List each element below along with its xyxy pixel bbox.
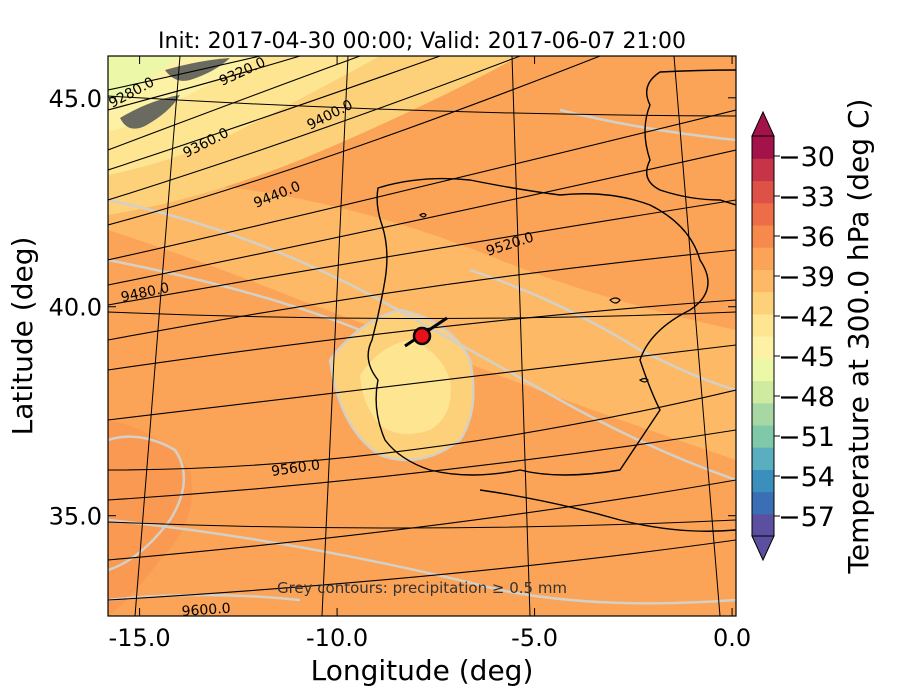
x-tick-label: -10.0 [306, 624, 368, 652]
colorbar-segment [752, 513, 774, 537]
colorbar-segment [752, 336, 774, 359]
contour-label-9600: 9600.0 [181, 601, 231, 620]
chart-title: Init: 2017-04-30 00:00; Valid: 2017-06-0… [158, 29, 686, 54]
colorbar-segment [752, 269, 774, 293]
colorbar-segment [752, 469, 774, 493]
coastline-iberia [367, 177, 709, 476]
colorbar: −30 −33 −36 −39 −42 −45 −48 −51 −54 −57 [751, 110, 835, 562]
colorbar-segment [752, 491, 774, 515]
location-marker [412, 326, 432, 346]
colorbar-segment [752, 247, 774, 270]
colorbar-segment [752, 224, 774, 248]
colorbar-extend-top [751, 110, 775, 137]
colorbar-segment [752, 180, 774, 204]
temperature-patch-cooler [360, 340, 451, 434]
colorbar-segment [752, 136, 774, 159]
x-tick-label: -15.0 [109, 624, 171, 652]
y-tick-label: 45.0 [49, 85, 102, 113]
y-tick-label: 40.0 [49, 294, 102, 322]
y-axis-label: Latitude (deg) [6, 237, 39, 436]
colorbar-tick-label: −42 [778, 302, 835, 333]
colorbar-extend-bottom [751, 535, 775, 562]
colorbar-segment [752, 424, 774, 448]
colorbar-segment [752, 358, 774, 382]
colorbar-segment [752, 202, 774, 226]
contour-label-9560: 9560.0 [270, 457, 321, 480]
geopotential-contours [108, 56, 736, 601]
colorbar-tick-label: −30 [778, 142, 835, 173]
x-axis-ticks: -15.0 -10.0 -5.0 0.0 [109, 56, 751, 652]
colorbar-tick-label: −39 [778, 262, 835, 293]
precipitation-area-2 [120, 95, 180, 129]
colorbar-tick-label: −45 [778, 342, 835, 373]
colorbar-segment [752, 291, 774, 315]
map-frame [107, 55, 737, 617]
colorbar-frame [751, 135, 775, 537]
colorbar-tick-label: −48 [778, 382, 835, 413]
precipitation-area-1 [165, 58, 230, 81]
colorbar-segment [752, 447, 774, 470]
temperature-band-nw-4 [108, 56, 180, 102]
x-axis-label: Longitude (deg) [311, 654, 534, 687]
colorbar-tick-label: −54 [778, 462, 835, 493]
x-tick-label: -5.0 [511, 624, 558, 652]
precipitation-note: Grey contours: precipitation ≥ 0.5 mm [277, 579, 567, 597]
colorbar-tick-label: −33 [778, 182, 835, 213]
small-islands [419, 212, 649, 383]
colorbar-segment [752, 158, 774, 182]
colorbar-tick-label: −51 [778, 422, 835, 453]
x-tick-label: 0.0 [713, 624, 751, 652]
colorbar-segment [752, 380, 774, 404]
map-area: 9280.0 9320.0 9360.0 9400.0 9440.0 9480.… [108, 56, 736, 620]
graticule [108, 56, 736, 616]
y-axis-ticks: 35.0 40.0 45.0 [49, 85, 736, 531]
colorbar-segment [752, 402, 774, 426]
colorbar-segment [752, 313, 774, 337]
colorbar-tick-label: −36 [778, 222, 835, 253]
y-tick-label: 35.0 [49, 503, 102, 531]
colorbar-label: Temperature at 300.0 hPa (deg C) [842, 99, 875, 575]
colorbar-tick-label: −57 [778, 502, 835, 533]
coastline-africa [479, 489, 736, 532]
coastline-france [644, 69, 736, 206]
